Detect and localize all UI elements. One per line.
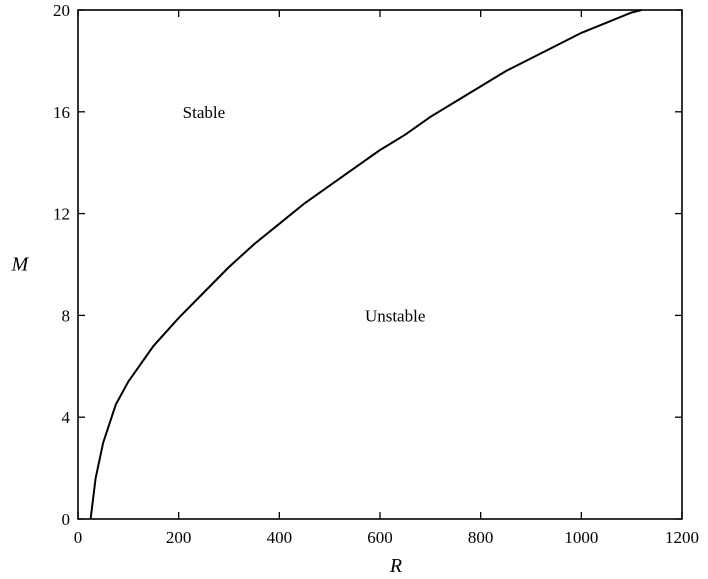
curve-layer (89, 9, 642, 520)
x-axis-title: R (389, 555, 402, 577)
x-tick-label: 600 (367, 528, 393, 547)
region-label-stable: Stable (183, 103, 226, 122)
x-tick-label: 0 (74, 528, 83, 547)
y-tick-label: 8 (62, 306, 71, 325)
x-tick-label: 200 (166, 528, 192, 547)
y-tick-label: 4 (62, 408, 71, 427)
axes (77, 9, 683, 520)
x-tick-label: 1200 (665, 528, 699, 547)
y-tick-label: 16 (53, 103, 70, 122)
plot-frame (77, 9, 683, 520)
x-tick-label: 1000 (564, 528, 598, 547)
labels: R M Stable Unstable (11, 103, 426, 577)
y-axis-title: M (11, 254, 30, 276)
y-tick-label: 20 (53, 1, 70, 20)
stability-boundary-curve (89, 9, 642, 520)
x-tick-label: 400 (267, 528, 293, 547)
ticks: 0 200 400 600 800 1000 1200 0 4 8 12 16 20 (53, 1, 699, 547)
region-label-unstable: Unstable (365, 306, 425, 325)
y-tick-label: 12 (53, 205, 70, 224)
y-tick-label: 0 (62, 510, 71, 529)
x-tick-label: 800 (468, 528, 494, 547)
